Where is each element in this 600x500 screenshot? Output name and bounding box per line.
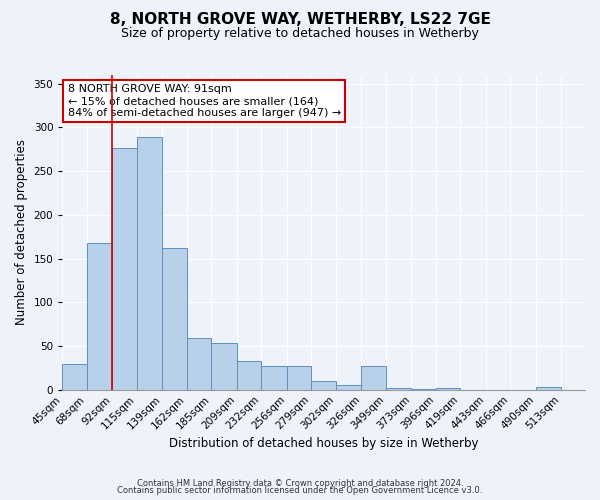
Text: Contains HM Land Registry data © Crown copyright and database right 2024.: Contains HM Land Registry data © Crown c… [137, 478, 463, 488]
Bar [87, 243, 112, 390]
Bar [211, 342, 237, 390]
Y-axis label: Number of detached properties: Number of detached properties [15, 140, 28, 326]
Bar [137, 137, 163, 390]
Bar [287, 366, 311, 390]
Bar [536, 387, 560, 390]
Text: 8 NORTH GROVE WAY: 91sqm
← 15% of detached houses are smaller (164)
84% of semi-: 8 NORTH GROVE WAY: 91sqm ← 15% of detach… [68, 84, 341, 117]
X-axis label: Distribution of detached houses by size in Wetherby: Distribution of detached houses by size … [169, 437, 478, 450]
Bar [187, 338, 211, 390]
Bar [336, 386, 361, 390]
Bar [386, 388, 412, 390]
Text: Size of property relative to detached houses in Wetherby: Size of property relative to detached ho… [121, 28, 479, 40]
Bar [237, 361, 262, 390]
Bar [112, 148, 137, 390]
Bar [436, 388, 460, 390]
Bar [311, 381, 336, 390]
Bar [262, 366, 287, 390]
Text: Contains public sector information licensed under the Open Government Licence v3: Contains public sector information licen… [118, 486, 482, 495]
Bar [412, 389, 436, 390]
Bar [163, 248, 187, 390]
Bar [62, 364, 87, 390]
Text: 8, NORTH GROVE WAY, WETHERBY, LS22 7GE: 8, NORTH GROVE WAY, WETHERBY, LS22 7GE [110, 12, 490, 28]
Bar [361, 366, 386, 390]
